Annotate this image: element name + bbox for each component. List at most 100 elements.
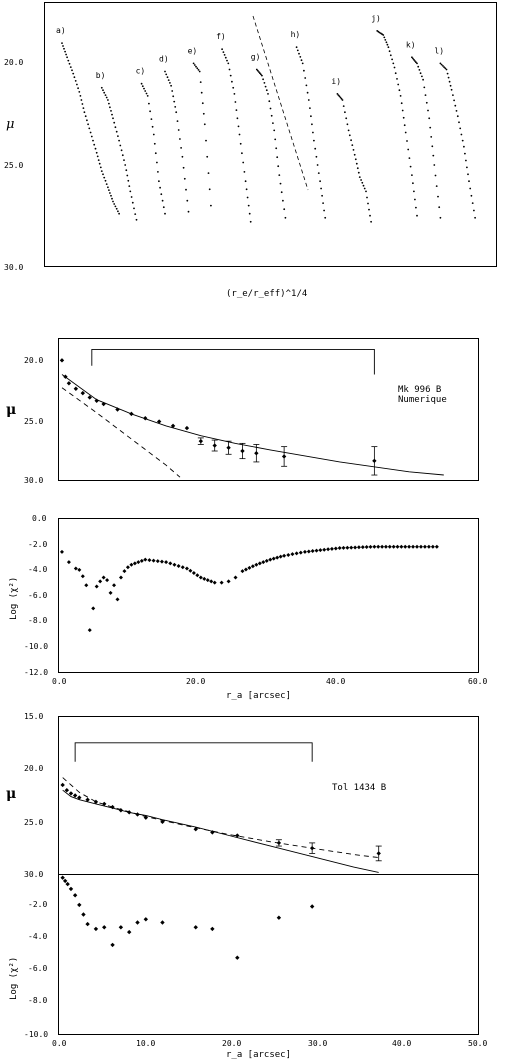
profile-point bbox=[100, 170, 103, 173]
profile-point bbox=[108, 102, 110, 105]
p4-data-point bbox=[160, 819, 165, 825]
p2-model-line bbox=[61, 374, 444, 476]
profile-point bbox=[454, 104, 457, 107]
profile-point bbox=[458, 121, 460, 124]
p2-data-point bbox=[73, 386, 79, 391]
p2-dashed-component-line bbox=[61, 387, 181, 478]
p3-chi2-point bbox=[115, 597, 120, 602]
p3-chi2-point bbox=[264, 558, 269, 563]
p5-chi2-point bbox=[102, 925, 107, 930]
p2-data-point bbox=[66, 381, 72, 386]
profile-point bbox=[150, 118, 153, 120]
profile-point bbox=[151, 125, 154, 128]
p4-data-point bbox=[64, 788, 70, 793]
p5-xtick-0: 0.0 bbox=[52, 1039, 67, 1048]
profile-point bbox=[414, 60, 416, 62]
p3-chi2-point bbox=[91, 606, 96, 611]
profile-point bbox=[173, 100, 176, 103]
profile-point bbox=[284, 216, 287, 219]
profile-point bbox=[408, 157, 411, 160]
profile-point bbox=[73, 76, 76, 79]
profile-point bbox=[141, 85, 144, 88]
p3-chi2-point bbox=[306, 549, 311, 554]
profile-label: f) bbox=[216, 32, 226, 41]
profile-point bbox=[430, 136, 433, 138]
profile-point bbox=[442, 65, 444, 67]
profile-point bbox=[111, 197, 113, 200]
p3-chi2-point bbox=[356, 545, 361, 550]
profile-point bbox=[244, 180, 247, 183]
p3-chi2-point bbox=[278, 554, 283, 559]
profile-point bbox=[352, 149, 355, 151]
profile-point bbox=[79, 95, 82, 97]
profile-point bbox=[111, 113, 113, 116]
profile-point bbox=[144, 90, 147, 92]
profile-point bbox=[198, 70, 201, 73]
profile-point bbox=[267, 93, 269, 95]
p3-ylabel: Log (χ²) bbox=[9, 577, 19, 620]
profile-point bbox=[412, 57, 414, 60]
p2-subtitle: Numerique bbox=[398, 395, 447, 405]
profile-point bbox=[280, 191, 283, 194]
profile-point bbox=[221, 48, 224, 51]
profile-point bbox=[77, 87, 79, 90]
profile-point bbox=[353, 153, 356, 156]
profile-point bbox=[298, 52, 300, 55]
p3-ytick-0: 0.0 bbox=[32, 514, 47, 523]
panel-tol1434b-chi2: -2.0 -4.0 -6.0 -8.0 -10.0 0.0 10.0 20.0 … bbox=[9, 874, 487, 1060]
p3-chi2-point bbox=[407, 544, 412, 549]
p3-chi2-point bbox=[125, 565, 130, 570]
p2-data-point bbox=[87, 395, 92, 400]
profile-label: h) bbox=[291, 30, 301, 39]
profile-point bbox=[411, 56, 413, 59]
p5-chi2-point bbox=[126, 929, 132, 935]
profile-point bbox=[273, 129, 276, 132]
profile-point bbox=[124, 164, 127, 166]
p3-chi2-point bbox=[84, 583, 89, 588]
p2-ylabel: μ bbox=[6, 402, 16, 418]
p3-chi2-point bbox=[247, 565, 252, 570]
p4-data-point bbox=[143, 815, 149, 820]
p3-chi2-point bbox=[188, 568, 193, 573]
profile-point bbox=[174, 106, 177, 108]
p5-chi2-point bbox=[65, 881, 70, 887]
p1-ytick-25: 25.0 bbox=[4, 161, 23, 170]
profile-point bbox=[339, 96, 342, 99]
p5-chi2-point bbox=[77, 902, 82, 908]
p3-chi2-point bbox=[240, 569, 245, 574]
profile-point bbox=[170, 84, 173, 87]
profile-point bbox=[134, 213, 137, 216]
profile-point bbox=[382, 34, 385, 36]
profile-point bbox=[394, 72, 397, 75]
profile-point bbox=[186, 199, 189, 202]
profile-point bbox=[411, 174, 413, 177]
p1-dashed-reference-line bbox=[252, 15, 309, 191]
profile-point bbox=[391, 58, 393, 61]
p4-data-point bbox=[72, 793, 78, 798]
profile-point bbox=[471, 202, 474, 205]
p5-xtick-20: 20.0 bbox=[222, 1039, 241, 1048]
p3-chi2-point bbox=[151, 558, 156, 563]
profile-point bbox=[344, 111, 346, 114]
profile-point bbox=[182, 166, 185, 169]
p2-data-point bbox=[212, 443, 217, 448]
profile-point bbox=[283, 208, 286, 211]
profile-point bbox=[313, 139, 315, 142]
profile-point bbox=[347, 129, 350, 132]
p5-xlabel: r_a [arcsec] bbox=[226, 1050, 291, 1060]
profile-point bbox=[463, 145, 465, 148]
profile-point bbox=[128, 185, 131, 188]
profile-point bbox=[131, 201, 134, 204]
p3-chi2-point bbox=[136, 560, 141, 565]
p2-data-point bbox=[184, 425, 190, 431]
profile-point bbox=[193, 64, 196, 66]
p3-chi2-point bbox=[101, 575, 106, 580]
p5-ytick-m8: -8.0 bbox=[28, 996, 47, 1005]
p3-xtick-0: 0.0 bbox=[52, 677, 67, 686]
p5-chi2-point bbox=[135, 920, 140, 925]
p3-chi2-point bbox=[286, 552, 291, 557]
profile-point bbox=[387, 46, 390, 49]
profile-point bbox=[117, 210, 119, 213]
profile-point bbox=[80, 99, 83, 101]
panel-mk996b-chi2: 0.0 -2.0 -4.0 -6.0 -8.0 -10.0 -12.0 0.0 … bbox=[9, 514, 487, 701]
